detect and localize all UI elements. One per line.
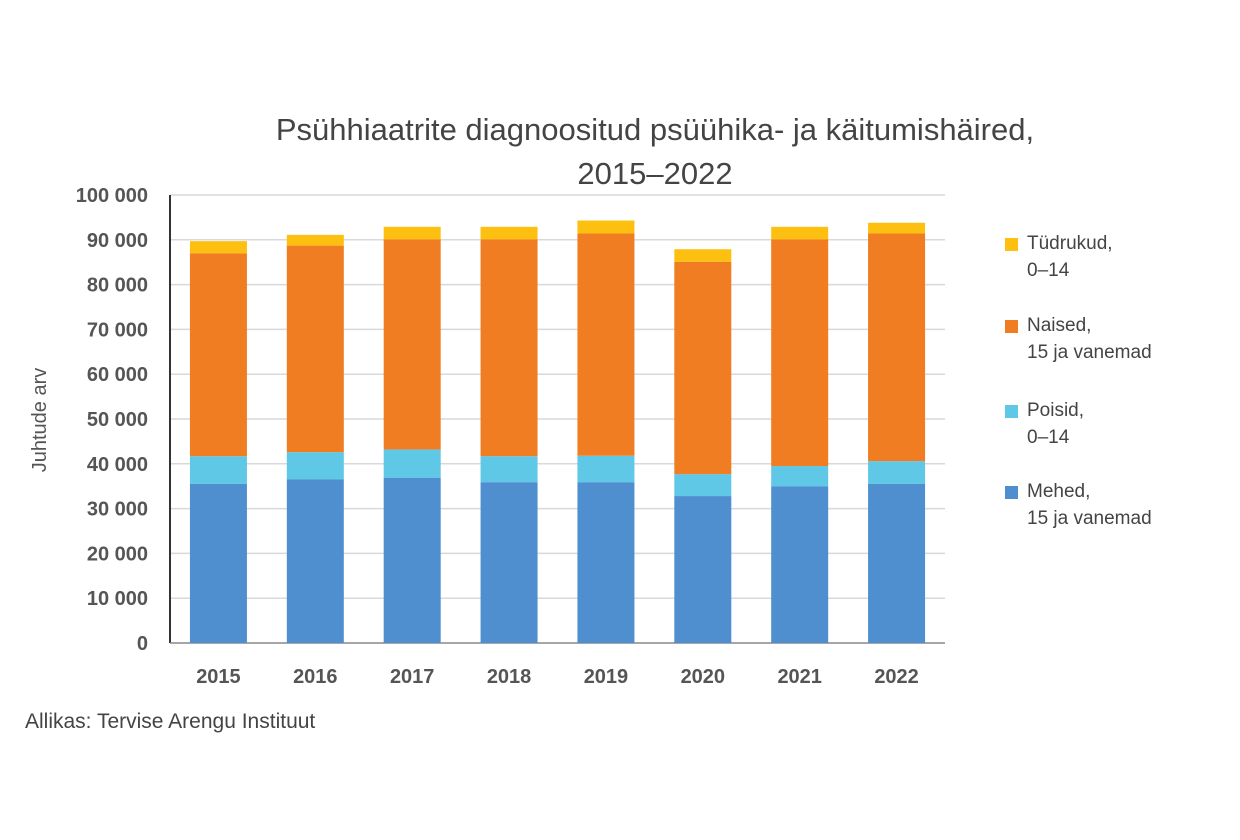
y-tick-label: 90 000 (87, 230, 148, 252)
y-tick-label: 40 000 (87, 454, 148, 476)
bar-segment (674, 474, 732, 497)
bar-segment (480, 482, 538, 643)
legend-swatch (1005, 238, 1018, 251)
y-tick-label: 0 (137, 633, 148, 655)
bar-segment (189, 483, 247, 643)
bar-segment (577, 220, 635, 234)
legend-label: Poisid, 0–14 (1027, 400, 1085, 448)
bar-segment (577, 482, 635, 643)
bar-segment (480, 239, 538, 457)
bar-segment (577, 233, 635, 456)
source-note: Allikas: Tervise Arengu Instituut (25, 710, 316, 733)
legend-label: Naised, 15 ja vanemad (1027, 315, 1152, 363)
bar-segment (868, 222, 926, 234)
y-tick-label: 70 000 (87, 319, 148, 341)
bar-segment (286, 245, 344, 453)
x-tick-label: 2022 (874, 666, 919, 688)
bar-segment (868, 233, 926, 462)
x-tick-label: 2015 (196, 666, 241, 688)
y-tick-label: 10 000 (87, 588, 148, 610)
legend-label: Mehed, 15 ja vanemad (1027, 481, 1152, 529)
bar-segment (868, 483, 926, 643)
bar-segment (383, 226, 441, 240)
y-tick-label: 100 000 (76, 185, 148, 207)
y-tick-label: 80 000 (87, 275, 148, 297)
x-tick-label: 2019 (584, 666, 629, 688)
legend-swatch (1005, 405, 1018, 418)
x-tick-label: 2020 (681, 666, 726, 688)
bar-segment (577, 455, 635, 483)
chart-title: Psühhiaatrite diagnoositud psüühika- ja … (275, 112, 1035, 191)
y-axis-label: Juhtude arv (29, 368, 51, 473)
bar-segment (771, 226, 829, 240)
legend-label: Tüdrukud, 0–14 (1027, 233, 1113, 281)
bar-segment (189, 253, 247, 457)
bar-segment (480, 456, 538, 483)
bar-segment (868, 461, 926, 484)
legend-swatch (1005, 486, 1018, 499)
bar-segment (771, 239, 829, 467)
bar-segment (286, 452, 344, 480)
bar-segment (674, 249, 732, 262)
bar-segment (383, 477, 441, 643)
x-tick-label: 2021 (777, 666, 822, 688)
bar-segment (674, 496, 732, 643)
y-tick-label: 20 000 (87, 543, 148, 565)
bar-segment (771, 466, 829, 487)
bar-segment (286, 479, 344, 643)
bar-segment (286, 234, 344, 246)
legend-swatch (1005, 320, 1018, 333)
bar-segment (674, 261, 732, 475)
y-tick-label: 50 000 (87, 409, 148, 431)
x-tick-label: 2018 (487, 666, 532, 688)
bar-segment (480, 226, 538, 240)
x-tick-label: 2017 (390, 666, 435, 688)
bar-segment (383, 239, 441, 450)
bar-segment (383, 449, 441, 478)
y-tick-label: 60 000 (87, 364, 148, 386)
y-tick-label: 30 000 (87, 499, 148, 521)
bar-segment (189, 456, 247, 484)
bar-segment (189, 241, 247, 254)
x-tick-label: 2016 (293, 666, 338, 688)
bar-segment (771, 486, 829, 643)
